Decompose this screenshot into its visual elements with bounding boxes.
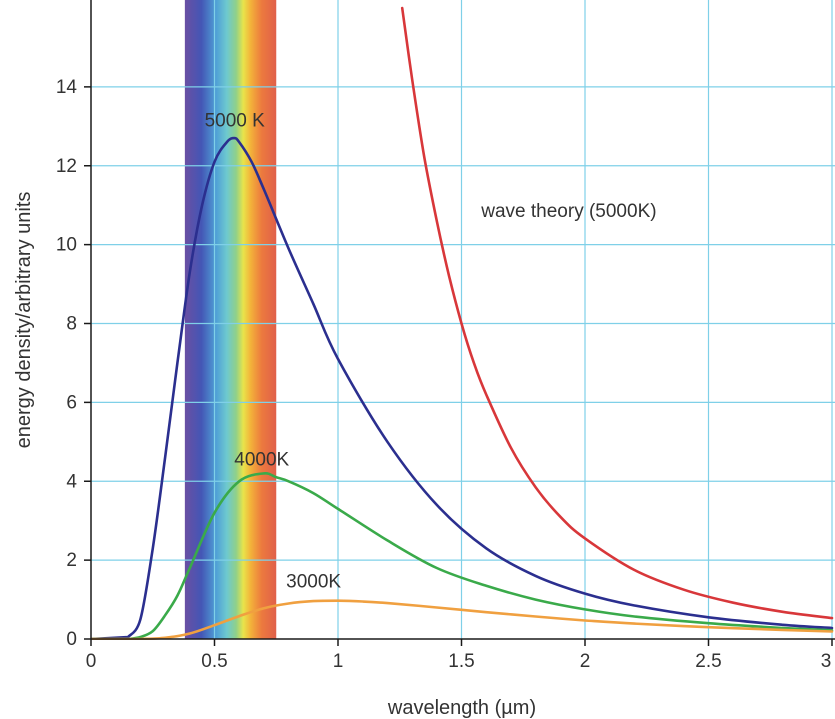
curve-annotation: wave theory (5000K) bbox=[480, 201, 656, 222]
curve-annotation: 4000K bbox=[234, 449, 289, 470]
series-line-wave-theory-5000k bbox=[400, 6, 834, 620]
tick-labels: 0 0.5 1 1.5 2 2.5 3 0 2 4 6 8 10 12 14 bbox=[56, 77, 833, 672]
series-line-4000-k bbox=[91, 472, 834, 640]
curve-annotations: 5000 K 4000K 3000K wave theory (5000K) bbox=[205, 110, 657, 592]
series-line-5000-k bbox=[91, 136, 834, 640]
y-tick-label: 6 bbox=[66, 392, 77, 413]
y-tick-label: 14 bbox=[56, 77, 78, 98]
x-tick-label: 2 bbox=[580, 651, 591, 672]
x-axis-label: wavelength (µm) bbox=[387, 697, 536, 719]
y-tick-label: 0 bbox=[66, 629, 77, 650]
y-tick-label: 2 bbox=[66, 550, 77, 571]
grid-lines bbox=[91, 0, 835, 639]
visible-spectrum-band bbox=[184, 0, 277, 639]
x-tick-label: 0 bbox=[86, 651, 97, 672]
x-tick-label: 1.5 bbox=[448, 651, 474, 672]
x-tick-label: 2.5 bbox=[695, 651, 721, 672]
x-tick-label: 0.5 bbox=[201, 651, 227, 672]
y-tick-label: 8 bbox=[66, 314, 77, 335]
curve-annotation: 5000 K bbox=[205, 110, 266, 131]
y-tick-label: 10 bbox=[56, 235, 77, 256]
series-lines bbox=[91, 6, 834, 640]
y-tick-label: 12 bbox=[56, 156, 77, 177]
series-line-3000-k bbox=[91, 599, 834, 640]
x-tick-label: 1 bbox=[333, 651, 344, 672]
x-tick-label: 3 bbox=[821, 651, 832, 672]
y-axis-label: energy density/arbitrary units bbox=[13, 192, 35, 449]
y-tick-label: 4 bbox=[66, 471, 77, 492]
curve-annotation: 3000K bbox=[286, 572, 341, 593]
